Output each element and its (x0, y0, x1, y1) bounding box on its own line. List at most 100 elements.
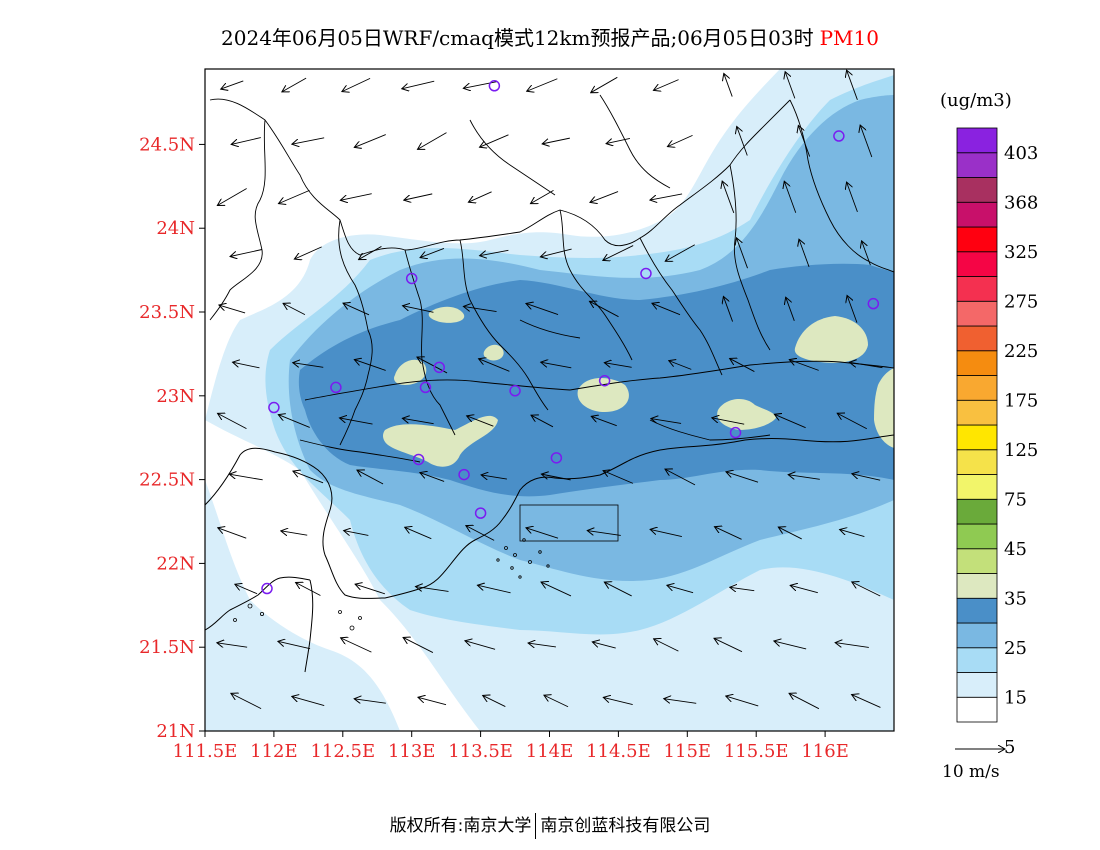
legend-swatch (956, 325, 998, 352)
wind-arrow (420, 473, 445, 482)
wind-arrow (278, 415, 310, 428)
wind-arrow (778, 527, 802, 540)
wind-arrow (531, 415, 554, 428)
wind-arrow (420, 247, 445, 257)
wind-arrow (293, 363, 324, 368)
wind-arrow (217, 643, 248, 647)
legend-swatch (956, 226, 998, 253)
wind-arrow (354, 360, 386, 371)
wind-arrow (281, 531, 308, 535)
legend-swatch (956, 548, 998, 574)
wind-reference-label: 10 m/s (942, 762, 1000, 782)
wind-arrow (293, 471, 324, 484)
wind-arrow (589, 301, 619, 318)
wind-arrow (667, 585, 694, 594)
wind-arrow (278, 189, 310, 203)
legend-swatch (956, 127, 998, 154)
wind-arrow (466, 526, 495, 541)
wind-arrow (587, 531, 621, 536)
prd-islands (233, 504, 619, 631)
wind-arrow (221, 80, 244, 89)
wind-arrow (418, 132, 447, 150)
wind-arrow (541, 362, 572, 369)
wind-arrow (651, 419, 682, 424)
legend-label: 35 (1004, 588, 1027, 609)
legend-label: 125 (1004, 440, 1038, 461)
wind-arrow (344, 531, 369, 536)
wind-arrow (294, 246, 322, 259)
wind-arrow (603, 471, 634, 484)
wind-arrow (415, 587, 449, 592)
wind-arrow (789, 360, 819, 371)
legend-label: 403 (1004, 143, 1038, 164)
wind-arrow (231, 137, 261, 145)
wind-arrow (591, 76, 618, 92)
wind-arrow (483, 695, 506, 707)
wind-arrow (723, 296, 734, 322)
wind-arrow (231, 693, 262, 710)
wind-arrow (847, 295, 858, 323)
legend-label: 175 (1004, 390, 1038, 411)
wind-arrow (591, 416, 617, 427)
legend-swatch (956, 573, 998, 599)
wind-arrow (292, 696, 325, 707)
wind-arrow (477, 585, 511, 594)
coastline (205, 434, 894, 673)
wind-arrow (481, 475, 507, 479)
wind-arrow (785, 72, 796, 99)
wind-arrow (468, 191, 492, 202)
lat-tick-label: 21N (156, 721, 195, 742)
pm10-concentration-field (205, 69, 894, 731)
legend-swatch (956, 399, 998, 426)
legend-swatch (956, 177, 998, 203)
copyright-org1: 南京大学 (463, 816, 532, 836)
wind-arrow (544, 695, 569, 708)
title-main: 2024年06月05日WRF/cmaq模式12km预报产品;06月05日03时 (221, 26, 814, 50)
station-marker (598, 374, 611, 387)
wind-arrow (603, 245, 634, 261)
lon-tick-label: 115.5E (724, 741, 789, 762)
wind-arrow (726, 696, 759, 707)
wind-vectors (217, 70, 883, 710)
station-marker (412, 453, 425, 466)
station-marker (433, 361, 446, 374)
wind-arrow (218, 528, 247, 539)
legend-swatch (956, 276, 998, 302)
monitoring-stations (261, 80, 880, 595)
legend-swatch (956, 672, 998, 698)
wind-arrow (235, 584, 258, 595)
wind-arrow (603, 697, 633, 706)
wind-arrow (465, 641, 496, 650)
station-marker (330, 381, 342, 394)
wind-arrow (786, 297, 795, 321)
wind-arrow (852, 695, 881, 708)
wind-arrow (847, 70, 858, 100)
wind-arrow (343, 303, 370, 316)
wind-arrow (541, 582, 572, 597)
latitude-axis: 24.5N 24N 23.5N 23N 22.5N 22N 21.5N 21N (139, 134, 205, 742)
wind-arrow (527, 78, 558, 91)
wind-arrow (218, 413, 247, 430)
wind-arrow (665, 469, 696, 486)
legend-swatch (956, 597, 998, 624)
wind-arrow (403, 306, 434, 313)
wind-arrow (282, 77, 307, 92)
legend-swatch (956, 375, 998, 401)
station-marker (833, 130, 845, 142)
legend-label: 5 (1004, 737, 1015, 758)
map-title: 2024年06月05日WRF/cmaq模式12km预报产品;06月05日03时 P… (0, 22, 1100, 51)
lon-tick-label: 111.5E (173, 741, 238, 762)
wind-arrow (357, 470, 384, 485)
wind-arrow (665, 244, 695, 262)
wind-arrow (278, 641, 311, 650)
wind-arrow (592, 642, 616, 649)
legend-swatch (956, 152, 998, 178)
wind-arrow (417, 357, 448, 374)
station-marker (474, 507, 487, 519)
legend-swatch (956, 449, 998, 475)
wind-arrow (604, 582, 632, 597)
wind-arrow (714, 527, 742, 540)
lon-tick-label: 112E (250, 741, 298, 762)
lon-tick-label: 114E (526, 741, 574, 762)
